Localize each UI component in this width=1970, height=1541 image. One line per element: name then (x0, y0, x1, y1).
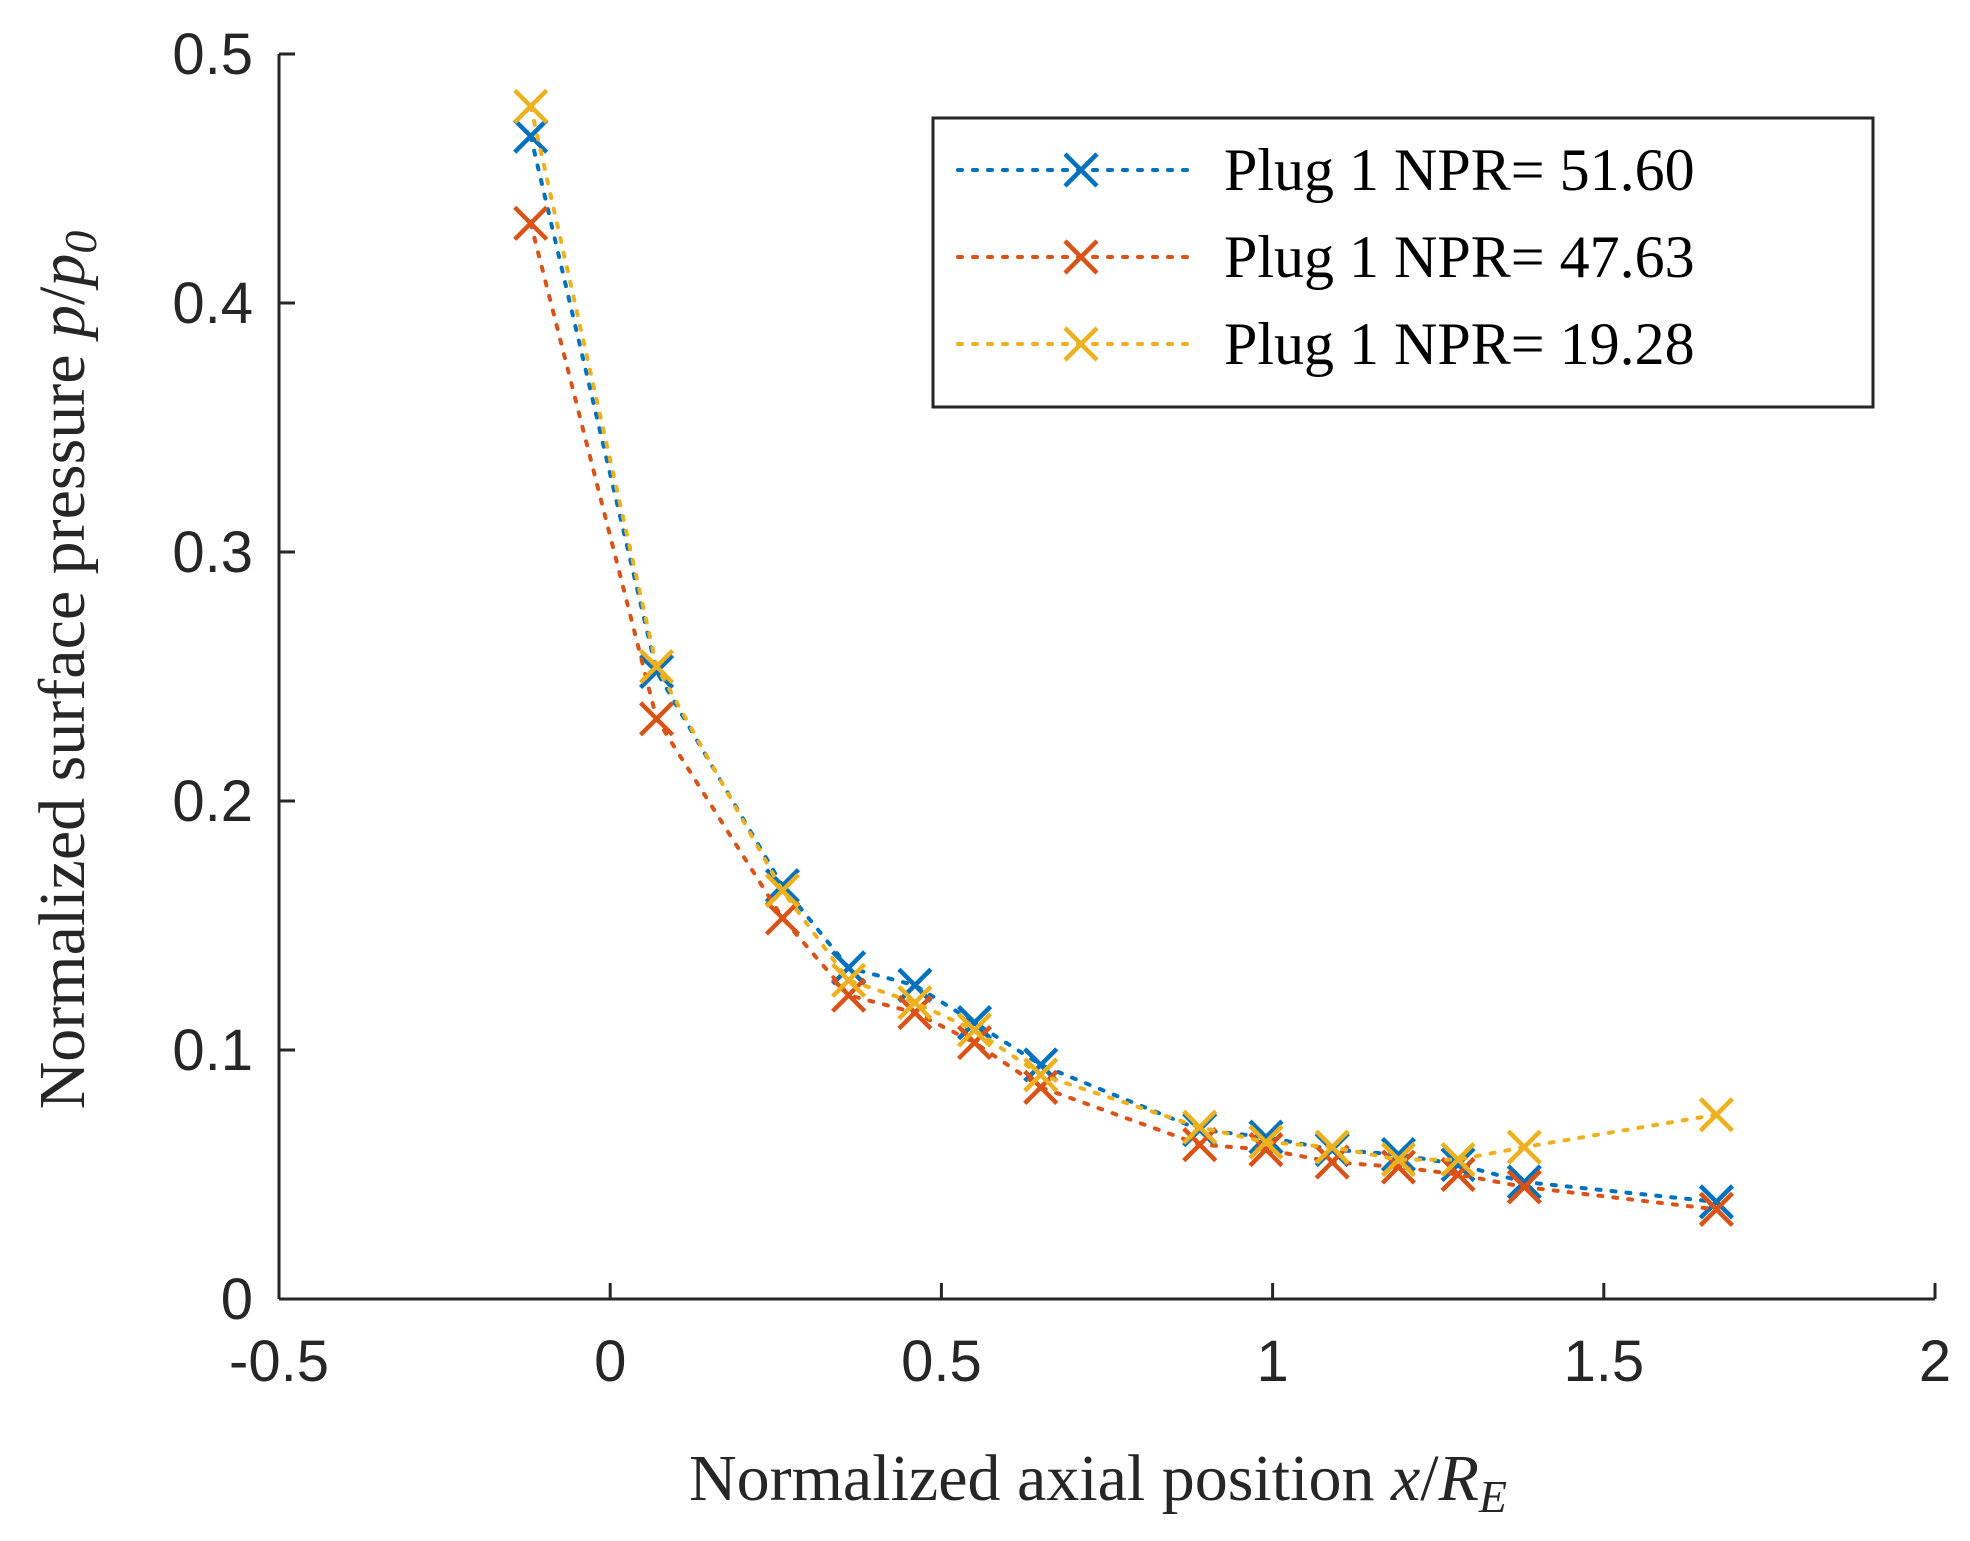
legend-marker (1063, 239, 1099, 275)
data-point-marker (897, 985, 933, 1021)
data-point-marker (1314, 1129, 1350, 1165)
data-point-marker (1440, 1146, 1476, 1183)
data-point-marker (638, 701, 675, 737)
data-point-marker (638, 653, 675, 690)
data-point-marker (1698, 1191, 1734, 1227)
legend-marker (1063, 152, 1099, 188)
legend-label: Plug 1 NPR= 19.28 (1224, 311, 1695, 377)
data-point-marker (1698, 1097, 1734, 1133)
data-point-marker (513, 118, 549, 154)
data-point-marker (764, 873, 801, 909)
data-point-marker (1380, 1136, 1417, 1173)
data-point-marker (1380, 1141, 1417, 1178)
legend: Plug 1 NPR= 51.60 Plug 1 NPR= 47.63 Plug 1… (931, 116, 1875, 409)
y-tick-label: 0.5 (172, 22, 253, 87)
y-tick-label: 0.3 (172, 520, 253, 585)
legend-marker (1063, 326, 1099, 362)
series-2 (513, 205, 1734, 1227)
data-point-marker (513, 88, 549, 124)
x-tick-label: 1.5 (1563, 1329, 1644, 1394)
x-axis-title: Normalized axial position x/RE (689, 1442, 1507, 1522)
series-line (528, 104, 1719, 1162)
data-point-marker (1314, 1144, 1350, 1180)
x-tick-label: 0.5 (901, 1329, 982, 1394)
data-point-marker (1440, 1156, 1476, 1193)
y-tick-label: 0.1 (172, 1018, 253, 1083)
x-axis: -0.5 0 0.5 1 1.5 2 (229, 1283, 1951, 1394)
y-tick-label: 0 (221, 1267, 253, 1332)
data-point-marker (956, 1024, 993, 1061)
data-point-marker (897, 967, 933, 1003)
data-point-marker (1248, 1132, 1284, 1168)
data-point-marker (1506, 1169, 1542, 1205)
data-point-marker (956, 1012, 993, 1048)
series-3 (513, 88, 1734, 1178)
y-tick-label: 0.4 (172, 271, 253, 336)
legend-label: Plug 1 NPR= 47.63 (1224, 224, 1695, 290)
y-axis: 0 0.1 0.2 0.3 0.4 0.5 (172, 22, 295, 1332)
data-point-marker (1380, 1149, 1417, 1185)
data-point-marker (831, 950, 867, 986)
x-tick-label: 0 (594, 1329, 626, 1394)
x-tick-label: 2 (1919, 1329, 1951, 1394)
y-axis-title: Normalized surface pressure p/p0 (26, 231, 106, 1110)
data-point-marker (638, 648, 675, 685)
plot-area (277, 54, 1935, 1301)
data-point-marker (1506, 1129, 1542, 1165)
legend-label: Plug 1 NPR= 51.60 (1224, 137, 1695, 203)
x-tick-label: -0.5 (229, 1329, 329, 1394)
data-point-marker (764, 868, 801, 904)
data-point-marker (1440, 1141, 1476, 1178)
data-point-marker (897, 995, 933, 1031)
data-point-marker (764, 900, 801, 936)
data-point-marker (513, 205, 549, 241)
data-point-marker (1182, 1127, 1218, 1163)
data-point-marker (831, 962, 867, 998)
data-point-marker (1506, 1164, 1542, 1200)
legend-entry: Plug 1 NPR= 19.28 (956, 311, 1695, 377)
y-tick-label: 0.2 (172, 769, 253, 834)
legend-entry: Plug 1 NPR= 51.60 (956, 137, 1695, 203)
legend-entry: Plug 1 NPR= 47.63 (956, 224, 1695, 290)
data-point-marker (1182, 1109, 1218, 1145)
x-tick-label: 1 (1256, 1329, 1288, 1394)
data-point-marker (1248, 1124, 1284, 1160)
data-point-marker (1023, 1057, 1059, 1093)
data-point-marker (831, 977, 867, 1013)
data-point-marker (1698, 1184, 1734, 1220)
